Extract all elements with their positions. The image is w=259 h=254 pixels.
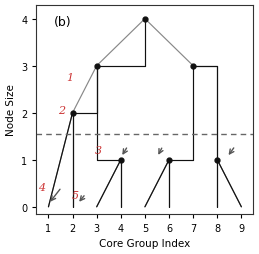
Text: 3: 3 bbox=[95, 146, 102, 156]
Y-axis label: Node Size: Node Size bbox=[5, 84, 16, 136]
Text: 2: 2 bbox=[58, 106, 65, 116]
X-axis label: Core Group Index: Core Group Index bbox=[99, 239, 191, 248]
Text: 5: 5 bbox=[72, 190, 79, 200]
Text: (b): (b) bbox=[54, 16, 71, 29]
Text: 4: 4 bbox=[38, 182, 45, 192]
Text: 1: 1 bbox=[67, 73, 74, 83]
